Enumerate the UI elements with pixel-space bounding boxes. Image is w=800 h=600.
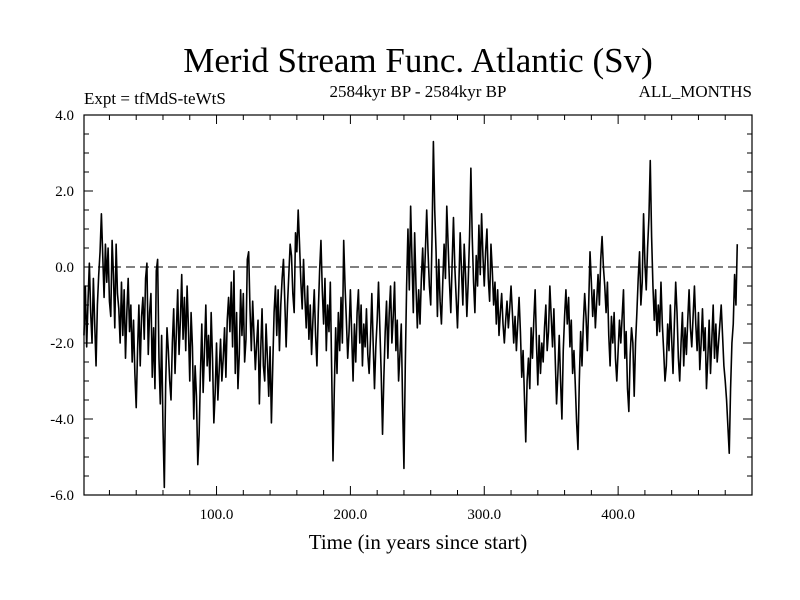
chart-title: Merid Stream Func. Atlantic (Sv): [183, 41, 653, 80]
x-tick-label: 200.0: [334, 507, 368, 523]
y-tick-label: 4.0: [55, 108, 74, 124]
subtitle-months: ALL_MONTHS: [639, 82, 752, 101]
x-tick-label: 100.0: [200, 507, 234, 523]
y-tick-label: -6.0: [50, 488, 74, 504]
subtitle-experiment: Expt = tfMdS-teWtS: [84, 89, 226, 108]
y-tick-label: 2.0: [55, 184, 74, 200]
x-tick-label: 300.0: [467, 507, 501, 523]
subtitle-period: 2584kyr BP - 2584kyr BP: [330, 82, 507, 101]
y-tick-label: 0.0: [55, 260, 74, 276]
x-axis-label: Time (in years since start): [309, 530, 528, 554]
y-axis: 4.0 2.0 0.0 -2.0 -4.0 -6.0: [50, 108, 752, 504]
plot-area: [83, 140, 752, 489]
x-axis: 100.0 200.0 300.0 400.0: [108, 115, 726, 523]
y-tick-label: -4.0: [50, 412, 74, 428]
y-tick-label: -2.0: [50, 336, 74, 352]
series-line-0: [83, 140, 739, 489]
x-tick-label: 400.0: [601, 507, 635, 523]
